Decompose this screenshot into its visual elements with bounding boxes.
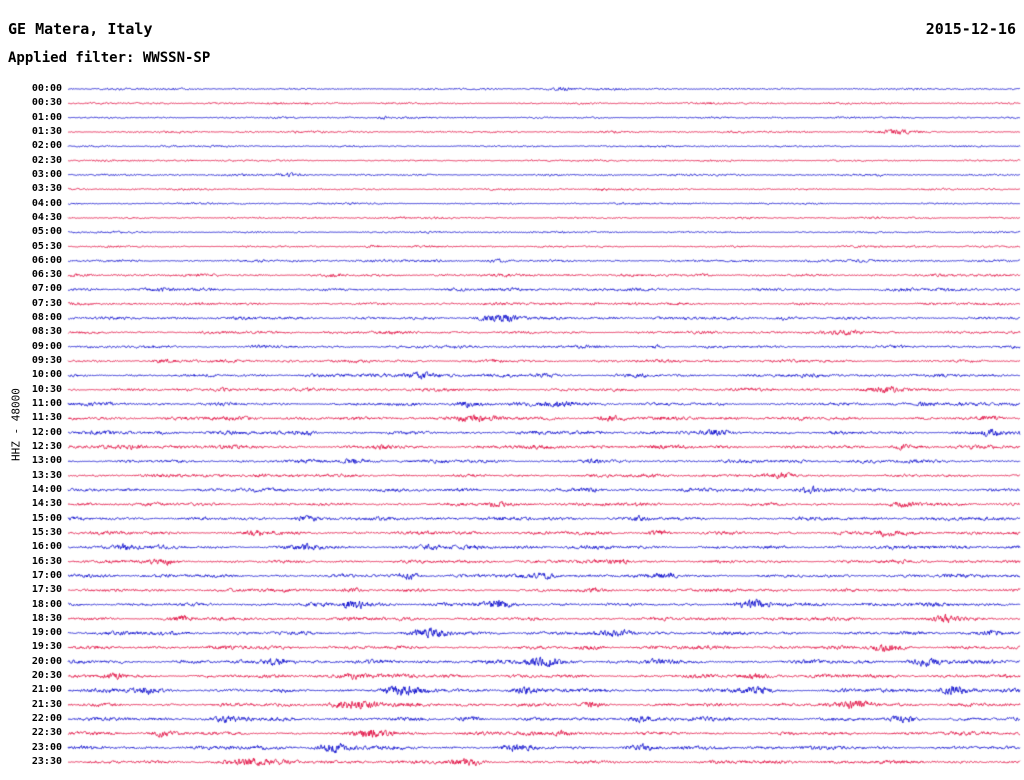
time-label: 14:00	[31, 483, 62, 495]
time-label: 17:30	[31, 584, 62, 596]
time-label: 21:30	[31, 698, 62, 710]
time-label: 06:00	[31, 254, 62, 266]
time-label: 22:30	[31, 727, 62, 739]
time-label: 19:30	[31, 641, 62, 653]
time-label: 05:00	[31, 226, 62, 238]
time-label: 13:00	[31, 455, 62, 467]
time-label: 12:30	[31, 441, 62, 452]
time-label: 17:00	[31, 569, 62, 581]
time-label: 15:30	[31, 526, 62, 538]
time-label: 11:30	[31, 412, 62, 424]
time-label: 13:30	[31, 469, 62, 481]
filter-label: Applied filter: WWSSN-SP	[8, 50, 211, 66]
time-label: 12:00	[31, 426, 62, 438]
time-label: 00:00	[31, 83, 62, 94]
plot-date: 2015-12-16	[925, 20, 1016, 38]
time-label: 02:00	[31, 140, 62, 152]
time-label: 04:30	[31, 211, 62, 223]
time-label: 09:00	[31, 340, 62, 352]
time-label: 03:30	[31, 183, 62, 195]
time-label: 10:30	[31, 383, 62, 395]
time-label: 18:00	[31, 598, 62, 610]
time-label: 16:30	[31, 555, 62, 567]
time-label: 04:00	[31, 197, 62, 209]
time-label: 01:00	[31, 111, 62, 123]
time-label: 02:30	[31, 154, 62, 166]
time-label: 14:30	[31, 498, 62, 510]
time-label: 20:30	[31, 670, 62, 682]
time-label: 21:00	[31, 684, 62, 696]
time-label: 19:00	[31, 627, 62, 639]
time-label: 07:30	[31, 297, 62, 309]
time-label: 00:30	[31, 97, 62, 109]
channel-axis-label: HHZ - 48000	[9, 388, 23, 461]
station-title: GE Matera, Italy	[8, 20, 153, 38]
time-label: 08:30	[31, 326, 62, 338]
time-label: 09:30	[31, 355, 62, 367]
time-label: 10:00	[31, 369, 62, 381]
time-label: 11:00	[31, 398, 62, 410]
time-label: 20:00	[31, 655, 62, 667]
time-label: 16:00	[31, 541, 62, 553]
time-label: 22:00	[31, 713, 62, 725]
time-label: 03:00	[31, 168, 62, 180]
time-label: 07:00	[31, 283, 62, 295]
time-label: 18:30	[31, 612, 62, 624]
time-label: 23:00	[31, 741, 62, 753]
time-label: 01:30	[31, 125, 62, 137]
time-label: 06:30	[31, 269, 62, 281]
time-label: 05:30	[31, 240, 62, 252]
time-label: 15:00	[31, 512, 62, 524]
time-label: 23:30	[31, 756, 62, 768]
time-label: 08:00	[31, 312, 62, 324]
